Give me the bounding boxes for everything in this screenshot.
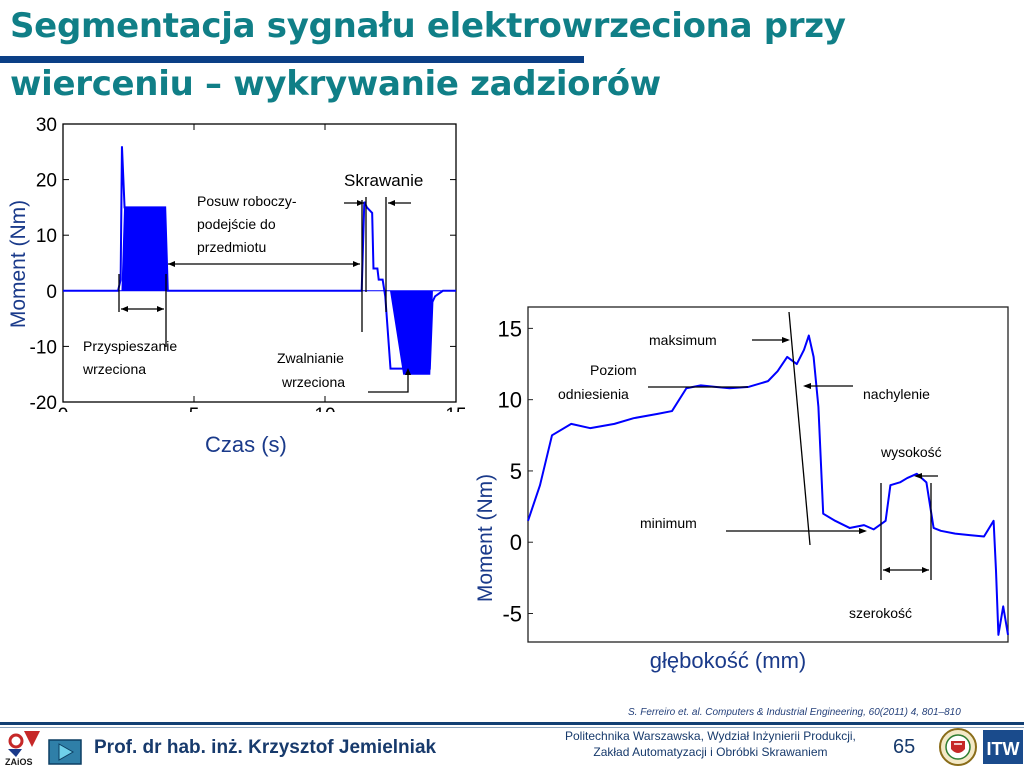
annot-skrawanie: Skrawanie xyxy=(344,171,423,190)
chart2-plot-frame xyxy=(527,306,1009,643)
slide-title-line1: Segmentacja sygnału elektrowrzeciona prz… xyxy=(10,6,846,46)
chart1-signal-line xyxy=(63,146,456,370)
arrowhead xyxy=(914,473,922,479)
arrowhead xyxy=(803,383,811,389)
slide-title-line2: wierceniu – wykrywanie zadziorów xyxy=(10,64,661,104)
citation: S. Ferreiro et. al. Computers & Industri… xyxy=(628,707,961,718)
arrowhead xyxy=(157,306,164,312)
arrowhead xyxy=(883,567,890,573)
annot-posuw-line1: Posuw roboczy- xyxy=(197,193,297,209)
chart-depth-signal: -5 0 5 10 15 maksimum Poziom odniesienia nac… xyxy=(474,306,1009,673)
annot-poziom-line1: Poziom xyxy=(590,362,637,378)
arrowhead xyxy=(405,368,411,375)
play-right-icon xyxy=(58,743,75,761)
arrowhead xyxy=(168,261,175,267)
author-name: Prof. dr hab. inż. Krzysztof Jemielniak xyxy=(94,737,437,758)
chart1-x-tick-label: 5 xyxy=(189,405,200,412)
chart1-y-tick-label: 30 xyxy=(36,115,57,136)
chart2-signal-line xyxy=(527,334,1009,636)
chart2-y-tick-label: 15 xyxy=(498,316,522,341)
chart1-x-tick-label: 10 xyxy=(314,405,335,412)
arrowhead xyxy=(388,200,395,206)
arrowhead xyxy=(782,337,790,343)
chart2-y-tick-label: 0 xyxy=(510,530,522,555)
annot-posuw-line3: przedmiotu xyxy=(197,239,266,255)
zwalnianie-arrow xyxy=(368,370,409,393)
footer-divider-thin xyxy=(0,727,1024,728)
institute: Politechnika Warszawska, Wydział Inżynie… xyxy=(565,728,856,760)
chart2-y-tick-label: -5 xyxy=(502,601,522,626)
arrowhead xyxy=(859,528,867,534)
annot-posuw-line2: podejście do xyxy=(197,216,276,232)
annot-poziom-line2: odniesienia xyxy=(558,386,629,402)
slope-line xyxy=(788,311,811,546)
chart1-y-tick-label: 10 xyxy=(36,226,57,247)
zaios-logo: ZAiOS xyxy=(5,731,40,767)
chart2-y-axis-label: Moment (Nm) xyxy=(474,474,497,602)
chart2-y-tick-label: 5 xyxy=(510,459,522,484)
chart1-y-tick-label: 0 xyxy=(46,282,57,303)
chart2-y-tick-label: 10 xyxy=(498,388,522,413)
next-slide-button[interactable] xyxy=(48,739,82,765)
chart1-y-axis-label: Moment (Nm) xyxy=(7,200,30,328)
itw-logo: ITW xyxy=(983,730,1023,764)
institute-line1: Politechnika Warszawska, Wydział Inżynie… xyxy=(565,729,856,743)
annot-przyspieszanie-line2: wrzeciona xyxy=(82,361,146,377)
annot-nachylenie: nachylenie xyxy=(863,386,930,402)
annot-zwalnianie-line2: wrzeciona xyxy=(281,374,345,390)
chart-time-signal: -20 -10 0 10 20 30 0 5 10 15 Posuw roboczy- podej… xyxy=(7,115,467,412)
footer-divider xyxy=(0,722,1024,725)
chart1-x-tick-label: 0 xyxy=(58,405,69,412)
zaios-logo-text: ZAiOS xyxy=(5,757,33,767)
chart1-y-tick-label: -10 xyxy=(30,337,57,358)
chart1-x-tick-label: 15 xyxy=(445,405,466,412)
annot-minimum: minimum xyxy=(640,515,697,531)
arrowhead xyxy=(922,567,929,573)
arrowhead xyxy=(121,306,128,312)
itw-logo-text: ITW xyxy=(987,739,1020,759)
annot-wysokosc: wysokość xyxy=(880,444,942,460)
university-seal-logo xyxy=(939,728,977,766)
chart1-y-tick-label: -20 xyxy=(30,393,57,412)
title-underline-bar xyxy=(0,56,584,63)
arrowhead xyxy=(353,261,360,267)
annot-zwalnianie-line1: Zwalnianie xyxy=(277,350,344,366)
annot-przyspieszanie-line1: Przyspieszanie xyxy=(83,338,177,354)
annot-szerokosc: szerokość xyxy=(849,605,912,621)
page-number: 65 xyxy=(893,736,916,758)
institute-line2: Zakład Automatyzacji i Obróbki Skrawanie… xyxy=(593,745,828,759)
chart2-x-axis-label: głębokość (mm) xyxy=(650,648,806,673)
arrowhead xyxy=(357,200,364,206)
annot-maksimum: maksimum xyxy=(649,332,717,348)
chart1-x-axis-label: Czas (s) xyxy=(205,432,287,457)
chart1-y-tick-label: 20 xyxy=(36,171,57,192)
